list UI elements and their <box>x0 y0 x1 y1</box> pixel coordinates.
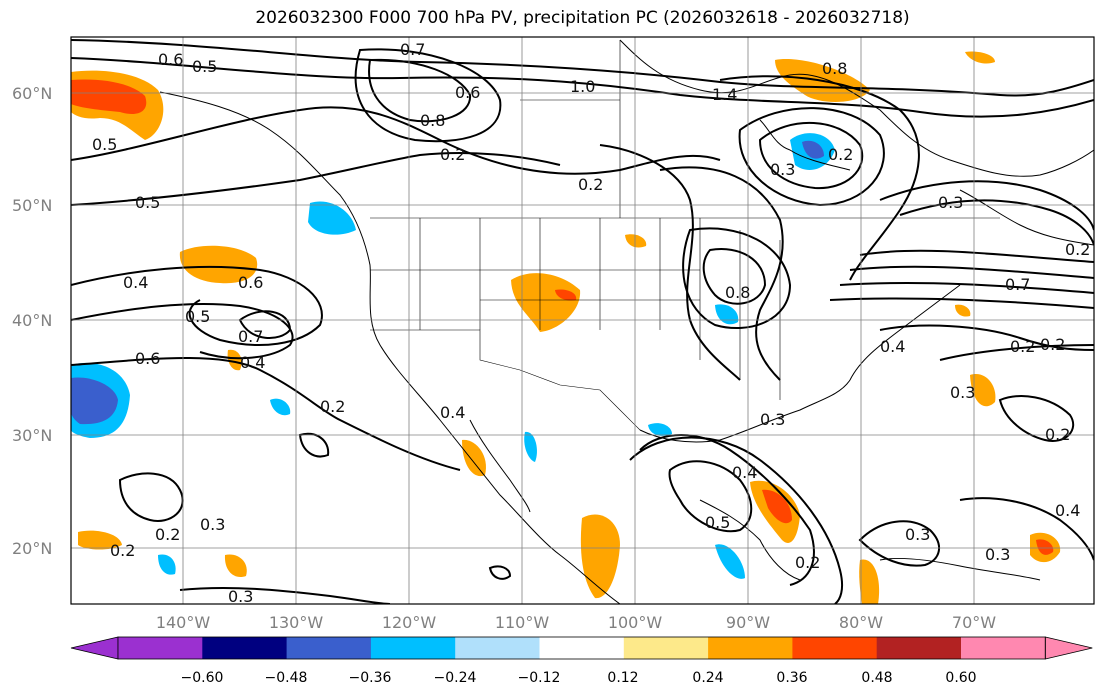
contour-label: 0.7 <box>1005 275 1030 294</box>
contour-label: 0.8 <box>822 59 847 78</box>
contour-label: 0.3 <box>760 410 785 429</box>
contour-label: 0.8 <box>725 283 750 302</box>
colorbar-segment <box>792 637 878 659</box>
colorbar-segment <box>370 637 456 659</box>
colorbar-arrow-left <box>70 636 119 660</box>
contour-label: 0.2 <box>1045 425 1070 444</box>
contour-label: 0.4 <box>880 337 905 356</box>
contour-label: 0.2 <box>320 397 345 416</box>
lat-label: 20°N <box>12 539 52 558</box>
colorbar-tick: −0.60 <box>181 670 224 686</box>
colorbar-tick: −0.24 <box>434 670 477 686</box>
contour-label: 0.6 <box>158 50 183 69</box>
lat-label: 50°N <box>12 196 52 215</box>
contour-label: 0.4 <box>440 403 465 422</box>
contour-label: 0.2 <box>155 525 180 544</box>
graticule <box>71 37 1094 604</box>
contour-label: 0.2 <box>1040 335 1065 354</box>
political-borders <box>370 40 1000 431</box>
contour-label: 0.2 <box>828 145 853 164</box>
colorbar-segment <box>876 637 962 659</box>
colorbar-ticks: −0.60 −0.48 −0.36 −0.24 −0.12 0.12 0.24 … <box>181 670 977 686</box>
contour-label: 0.3 <box>905 525 930 544</box>
colorbar-tick: 0.24 <box>692 670 723 686</box>
lon-label: 80°W <box>839 613 883 632</box>
contour-label: 1.4 <box>712 85 737 104</box>
colorbar-segment <box>455 637 540 659</box>
coastlines <box>159 39 1094 604</box>
colorbar: −0.60 −0.48 −0.36 −0.24 −0.12 0.12 0.24 … <box>70 636 1093 686</box>
longitude-labels: 140°W 130°W 120°W 110°W 100°W 90°W 80°W … <box>156 613 996 632</box>
lon-label: 90°W <box>726 613 770 632</box>
colorbar-tick: 0.60 <box>945 670 976 686</box>
contour-label: 0.2 <box>1065 240 1090 259</box>
contour-label: 1.0 <box>570 77 595 96</box>
contour-label: 0.3 <box>770 160 795 179</box>
contour-label: 0.7 <box>238 327 263 346</box>
contour-label: 0.2 <box>1010 337 1035 356</box>
contour-label: 0.2 <box>578 175 603 194</box>
colorbar-tick: 0.12 <box>607 670 638 686</box>
pv-contours <box>71 39 1094 604</box>
contour-label: 0.4 <box>123 273 148 292</box>
lat-label: 30°N <box>12 426 52 445</box>
contour-label: 0.4 <box>1055 501 1080 520</box>
contour-label: 0.3 <box>200 515 225 534</box>
contour-label: 0.2 <box>795 553 820 572</box>
colorbar-segment <box>539 637 625 659</box>
lon-label: 70°W <box>952 613 996 632</box>
colorbar-segment <box>708 637 793 659</box>
lat-label: 60°N <box>12 84 52 103</box>
contour-label: 0.3 <box>938 193 963 212</box>
contour-label: 0.6 <box>238 273 263 292</box>
contour-label: 0.6 <box>455 83 480 102</box>
colorbar-segment <box>118 637 203 659</box>
contour-label: 0.6 <box>135 349 160 368</box>
colorbar-tick: −0.12 <box>518 670 561 686</box>
contour-label: 0.5 <box>705 513 730 532</box>
colorbar-segment <box>961 637 1046 659</box>
contour-label: 0.4 <box>732 463 757 482</box>
colorbar-tick: 0.48 <box>861 670 892 686</box>
lon-label: 130°W <box>269 613 324 632</box>
lon-label: 120°W <box>382 613 437 632</box>
map-frame <box>70 36 1095 605</box>
colorbar-segments <box>70 636 1093 660</box>
colorbar-tick: −0.48 <box>265 670 308 686</box>
colorbar-tick: −0.36 <box>349 670 392 686</box>
contour-label: 0.2 <box>110 541 135 560</box>
contour-label: 0.5 <box>135 193 160 212</box>
map-title: 2026032300 F000 700 hPa PV, precipitatio… <box>255 8 910 28</box>
colorbar-arrow-right <box>1044 636 1093 660</box>
contour-label: 0.2 <box>440 145 465 164</box>
contour-label: 0.3 <box>950 383 975 402</box>
latitude-labels: 60°N 50°N 40°N 30°N 20°N <box>12 84 52 558</box>
contour-labels: 0.6 0.5 0.5 0.5 0.4 0.5 0.6 0.7 0.4 0.6 … <box>92 40 1090 606</box>
lat-label: 40°N <box>12 311 52 330</box>
colorbar-segment <box>202 637 288 659</box>
contour-label: 0.3 <box>228 587 253 606</box>
lon-label: 140°W <box>156 613 211 632</box>
contour-label: 0.7 <box>400 40 425 59</box>
contour-label: 0.3 <box>985 545 1010 564</box>
contour-label: 0.8 <box>420 111 445 130</box>
lon-label: 110°W <box>495 613 550 632</box>
colorbar-tick: 0.36 <box>776 670 807 686</box>
contour-label: 0.5 <box>185 307 210 326</box>
contour-label: 0.5 <box>192 57 217 76</box>
colorbar-segment <box>623 637 709 659</box>
contour-label: 0.4 <box>240 353 265 372</box>
colorbar-outline <box>117 636 1046 660</box>
precip-shading <box>71 51 1061 604</box>
lon-label: 100°W <box>608 613 663 632</box>
contour-label: 0.5 <box>92 135 117 154</box>
colorbar-segment <box>286 637 372 659</box>
